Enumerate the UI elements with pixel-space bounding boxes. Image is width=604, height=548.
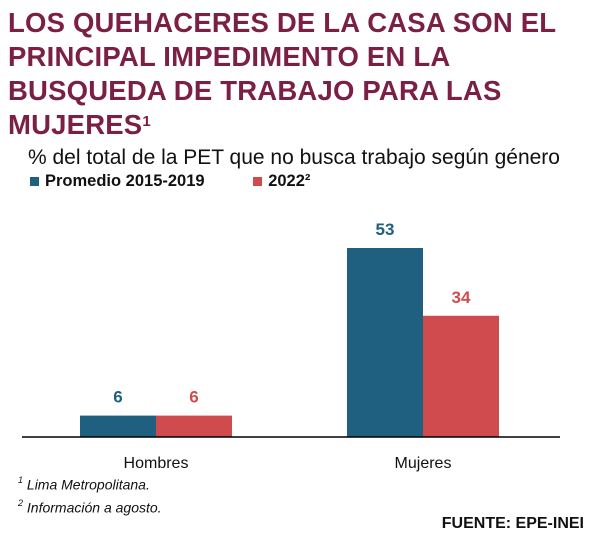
legend-item-series-2: 2022²	[253, 172, 310, 191]
title-footnote-ref: 1	[142, 113, 151, 130]
category-label-mujeres: Mujeres	[395, 455, 452, 472]
bar-hombres-series-1	[80, 415, 156, 437]
chart-subtitle: % del total de la PET que no busca traba…	[28, 146, 560, 169]
category-label-hombres: Hombres	[124, 455, 189, 472]
legend-swatch-series-1	[30, 177, 39, 186]
data-label-mujeres-series-2: 34	[452, 288, 471, 307]
bar-hombres-series-2	[156, 415, 232, 437]
legend-label-series-2: 2022²	[268, 172, 311, 190]
chart-title: LOS QUEHACERES DE LA CASA SON EL PRINCIP…	[8, 6, 600, 142]
data-label-hombres-series-2: 6	[189, 388, 198, 407]
legend-swatch-series-2	[253, 177, 263, 186]
footnote-2: 2 Información a agosto.	[18, 497, 162, 516]
legend: Promedio 2015-2019 2022²	[30, 172, 354, 191]
bar-mujeres-series-1	[347, 248, 423, 437]
legend-label-series-1: Promedio 2015-2019	[45, 172, 205, 190]
source-note: FUENTE: EPE-INEI	[441, 515, 584, 532]
chart-title-text: LOS QUEHACERES DE LA CASA SON EL PRINCIP…	[8, 7, 556, 140]
bar-mujeres-series-2	[423, 315, 499, 437]
footnotes: 1 Lima Metropolitana. 2 Información a ag…	[18, 472, 162, 517]
legend-item-series-1: Promedio 2015-2019	[30, 172, 205, 191]
data-label-hombres-series-1: 6	[113, 388, 122, 407]
data-label-mujeres-series-1: 53	[376, 220, 395, 239]
footnote-1: 1 Lima Metropolitana.	[18, 475, 150, 493]
